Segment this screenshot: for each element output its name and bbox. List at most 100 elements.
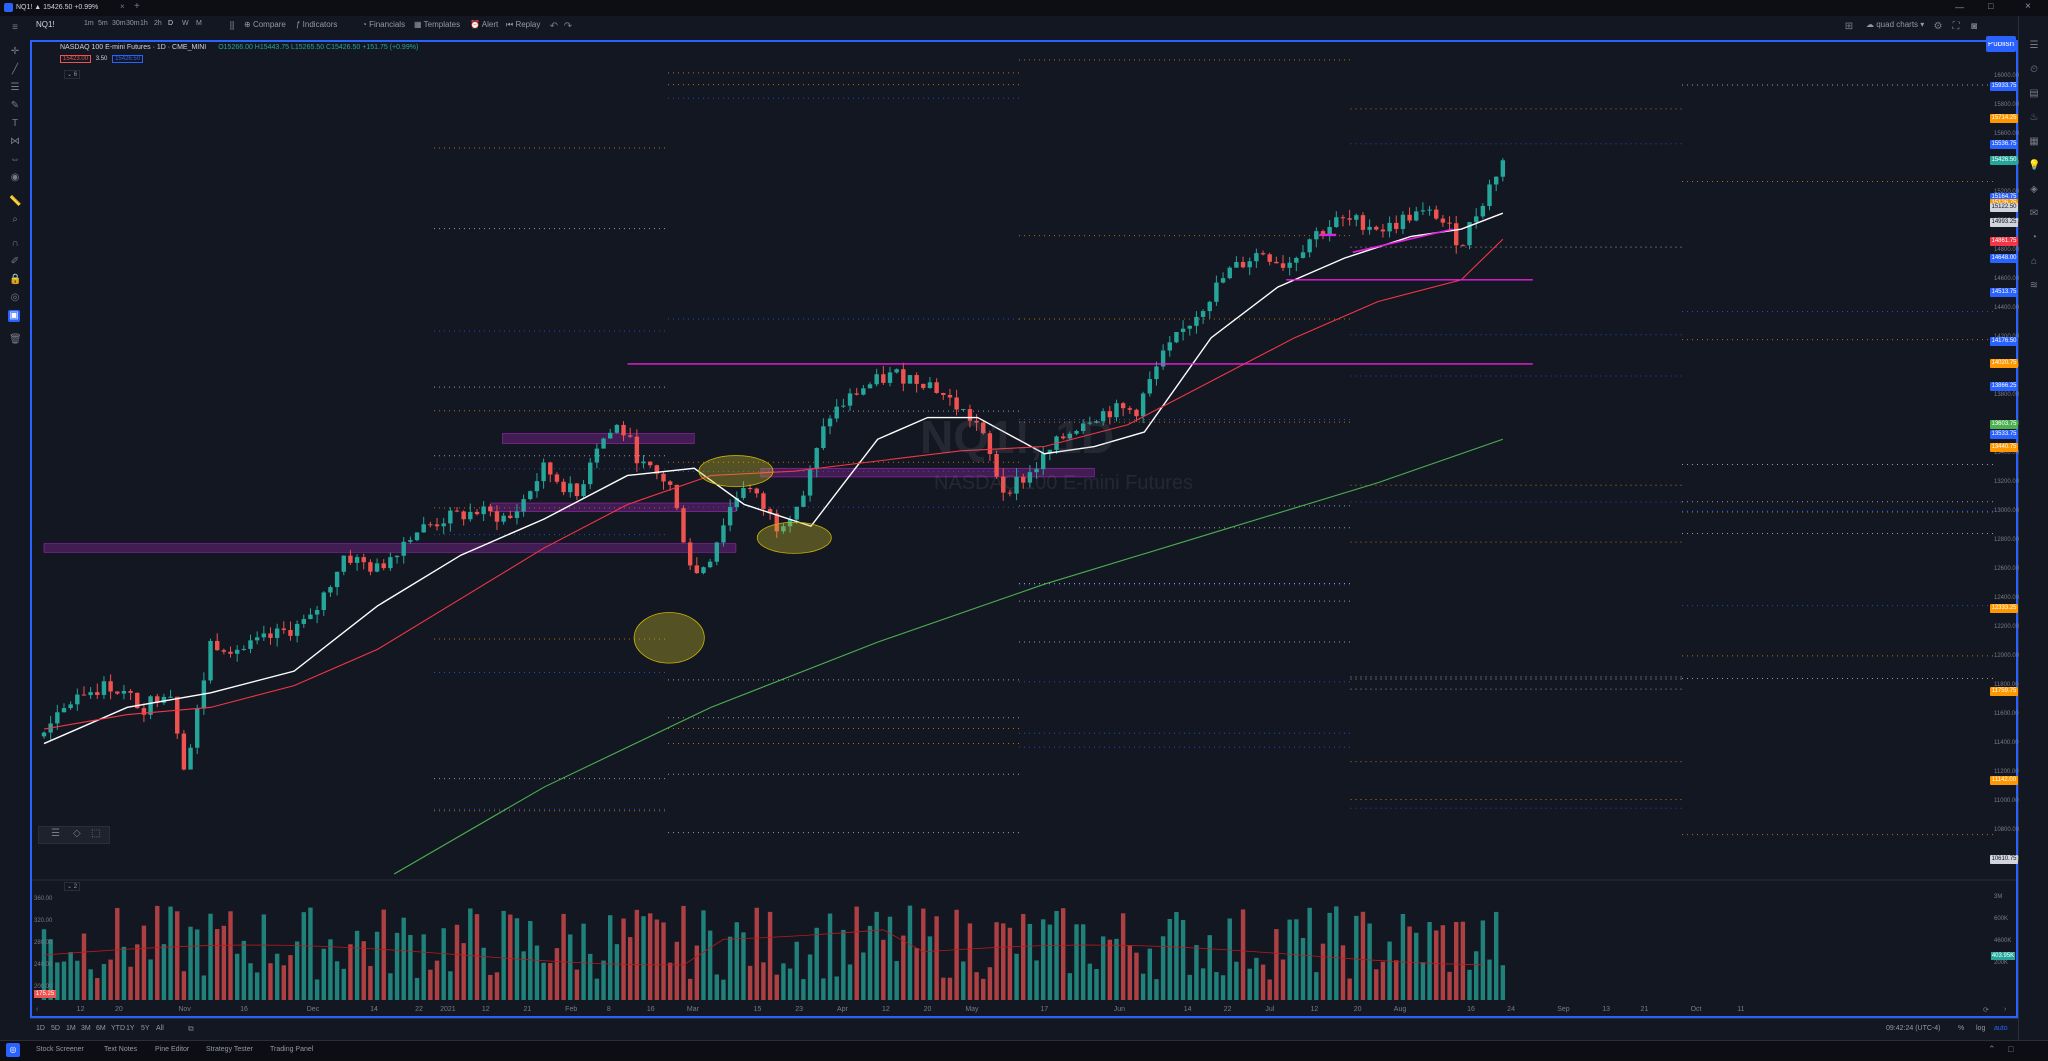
undo-icon[interactable]: ↶: [549, 21, 559, 32]
support-zone-rect[interactable]: [490, 502, 737, 513]
calendar-icon[interactable]: ▦: [2029, 136, 2039, 147]
layout-name-button[interactable]: ☁ quad charts ▾: [1866, 20, 1925, 29]
highlight-ellipse[interactable]: [633, 612, 705, 664]
stay-drawing-icon[interactable]: ✐: [10, 256, 20, 267]
reset-scale-icon[interactable]: ⟳: [1983, 1007, 1989, 1014]
hide-icon[interactable]: ◎: [10, 292, 20, 303]
bottom-tab[interactable]: Strategy Tester: [206, 1046, 253, 1053]
alerts-clock-icon[interactable]: ⏲: [2030, 64, 2038, 75]
measure-icon[interactable]: ⇔: [10, 154, 20, 165]
scale-option[interactable]: auto: [1994, 1025, 2008, 1032]
bid-price[interactable]: 15423.00: [60, 55, 92, 63]
volume-collapse-button[interactable]: ⌄ 2: [64, 882, 81, 891]
fullscreen-icon[interactable]: ⛶: [1952, 21, 1960, 32]
floating-drawing-toolbar[interactable]: ☰ ◇ ⬚: [38, 826, 110, 844]
interval-option[interactable]: 30m: [112, 20, 126, 27]
scale-option[interactable]: %: [1958, 1025, 1965, 1032]
range-button[interactable]: 6M: [96, 1025, 106, 1032]
panel-toggle-icon[interactable]: ◎: [6, 1043, 20, 1057]
redo-icon[interactable]: ↷: [563, 21, 573, 32]
layout-grid-icon[interactable]: ⊞: [1844, 21, 1854, 32]
dom-icon[interactable]: ≋: [2029, 280, 2039, 291]
bottom-tab[interactable]: Trading Panel: [270, 1046, 314, 1053]
alert-button[interactable]: ⏰ Alert: [470, 20, 499, 29]
range-button[interactable]: 3M: [81, 1025, 91, 1032]
scale-option[interactable]: log: [1976, 1025, 1986, 1032]
range-button[interactable]: All: [156, 1025, 164, 1032]
window-maximize-icon[interactable]: □: [1988, 1, 1994, 11]
clock-display[interactable]: 09:42:24 (UTC-4): [1886, 1025, 1941, 1032]
range-button[interactable]: YTD: [111, 1025, 125, 1032]
brush-icon[interactable]: ✎: [10, 100, 20, 111]
streams-icon[interactable]: ◈: [2030, 184, 2038, 195]
magnet-icon[interactable]: ∩: [11, 238, 19, 249]
interval-option[interactable]: 1h: [140, 20, 148, 27]
range-button[interactable]: 1M: [66, 1025, 76, 1032]
compare-button[interactable]: ⊕ Compare: [244, 20, 286, 29]
lock-icon[interactable]: 🔒: [9, 274, 22, 285]
range-button[interactable]: 5D: [51, 1025, 60, 1032]
notifications-icon[interactable]: ◔: [2030, 232, 2038, 243]
interval-option[interactable]: M: [196, 20, 202, 27]
hide-drawings-icon[interactable]: ◇: [73, 828, 81, 839]
window-minimize-icon[interactable]: —: [1955, 2, 1964, 12]
range-button[interactable]: 1Y: [126, 1025, 135, 1032]
window-close-icon[interactable]: ×: [2025, 1, 2031, 12]
indicators-collapse-button[interactable]: ⌄ 6: [64, 70, 81, 79]
select-tool-icon[interactable]: ⬚: [91, 828, 101, 839]
interval-option[interactable]: D: [168, 20, 174, 27]
trend-line[interactable]: [1352, 228, 1454, 254]
chats-icon[interactable]: ✉: [2029, 208, 2039, 219]
hotlist-icon[interactable]: ♨: [2029, 112, 2039, 123]
templates-button[interactable]: ▦ Templates: [414, 20, 461, 29]
zoom-icon[interactable]: ⌕: [12, 214, 18, 225]
symbol-search-input[interactable]: NQ1!: [36, 20, 55, 29]
range-button[interactable]: 1D: [36, 1025, 45, 1032]
symbol-title[interactable]: NASDAQ 100 E-mini Futures · 1D · CME_MIN…: [60, 44, 207, 51]
trendline-icon[interactable]: ╱: [11, 64, 19, 75]
financials-button[interactable]: ◔ Financials: [362, 20, 406, 29]
bottom-tab[interactable]: Pine Editor: [155, 1046, 190, 1053]
menu-icon[interactable]: ≡: [12, 22, 18, 33]
data-window-icon[interactable]: ▤: [2029, 88, 2039, 99]
bottom-tab[interactable]: Stock Screener: [36, 1046, 84, 1053]
new-tab-icon[interactable]: +: [134, 1, 140, 12]
eye-icon[interactable]: ◉: [10, 172, 20, 183]
indicators-button[interactable]: ƒ Indicators: [296, 20, 338, 29]
scroll-left-icon[interactable]: ‹: [36, 1006, 39, 1013]
interval-option[interactable]: 1m: [84, 20, 94, 27]
interval-option[interactable]: W: [182, 20, 189, 27]
crosshair-icon[interactable]: ✛: [10, 46, 20, 57]
ask-price[interactable]: 15426.50: [112, 55, 144, 63]
order-panel-icon[interactable]: ⌂: [2030, 256, 2038, 267]
bottom-tab[interactable]: Text Notes: [104, 1046, 138, 1053]
interval-option[interactable]: 30m: [126, 20, 140, 27]
horizontal-line-icon[interactable]: ☰: [10, 82, 20, 93]
ruler-icon[interactable]: 📏: [9, 196, 22, 207]
range-button[interactable]: 5Y: [141, 1025, 150, 1032]
object-tree-icon[interactable]: ☰: [51, 828, 60, 839]
ideas-icon[interactable]: 💡: [2028, 160, 2041, 171]
camera-icon[interactable]: ◙: [1970, 21, 1978, 32]
highlight-ellipse[interactable]: [698, 455, 774, 488]
indicator-template-icon[interactable]: ⫼: [229, 21, 235, 32]
interval-option[interactable]: 2h: [154, 20, 162, 27]
goto-date-icon[interactable]: ⧉: [188, 1024, 194, 1033]
browser-tab[interactable]: NQ1! ▲ 15426.50 +0.99%: [16, 4, 99, 11]
panel-maximize-icon[interactable]: ⌃: [1988, 1044, 1996, 1054]
chart-pane[interactable]: NASDAQ 100 E-mini Futures · 1D · CME_MIN…: [30, 40, 2019, 1018]
support-zone-rect[interactable]: [502, 433, 695, 444]
panel-restore-icon[interactable]: □: [2008, 1044, 2014, 1054]
pattern-icon[interactable]: ⋈: [10, 136, 20, 147]
support-zone-rect[interactable]: [43, 543, 737, 553]
scroll-right-icon[interactable]: ›: [2004, 1006, 2007, 1013]
trash-icon[interactable]: 🗑: [9, 334, 22, 345]
settings-gear-icon[interactable]: ⚙: [1933, 21, 1943, 32]
replay-button[interactable]: ⏮ Replay: [506, 20, 541, 29]
highlight-ellipse[interactable]: [756, 521, 832, 554]
text-tool-icon[interactable]: T: [11, 118, 19, 129]
tab-close-icon[interactable]: ×: [120, 2, 125, 11]
interval-option[interactable]: 5m: [98, 20, 108, 27]
favorites-icon[interactable]: ▣: [8, 310, 20, 322]
price-chart[interactable]: [32, 42, 2016, 1016]
